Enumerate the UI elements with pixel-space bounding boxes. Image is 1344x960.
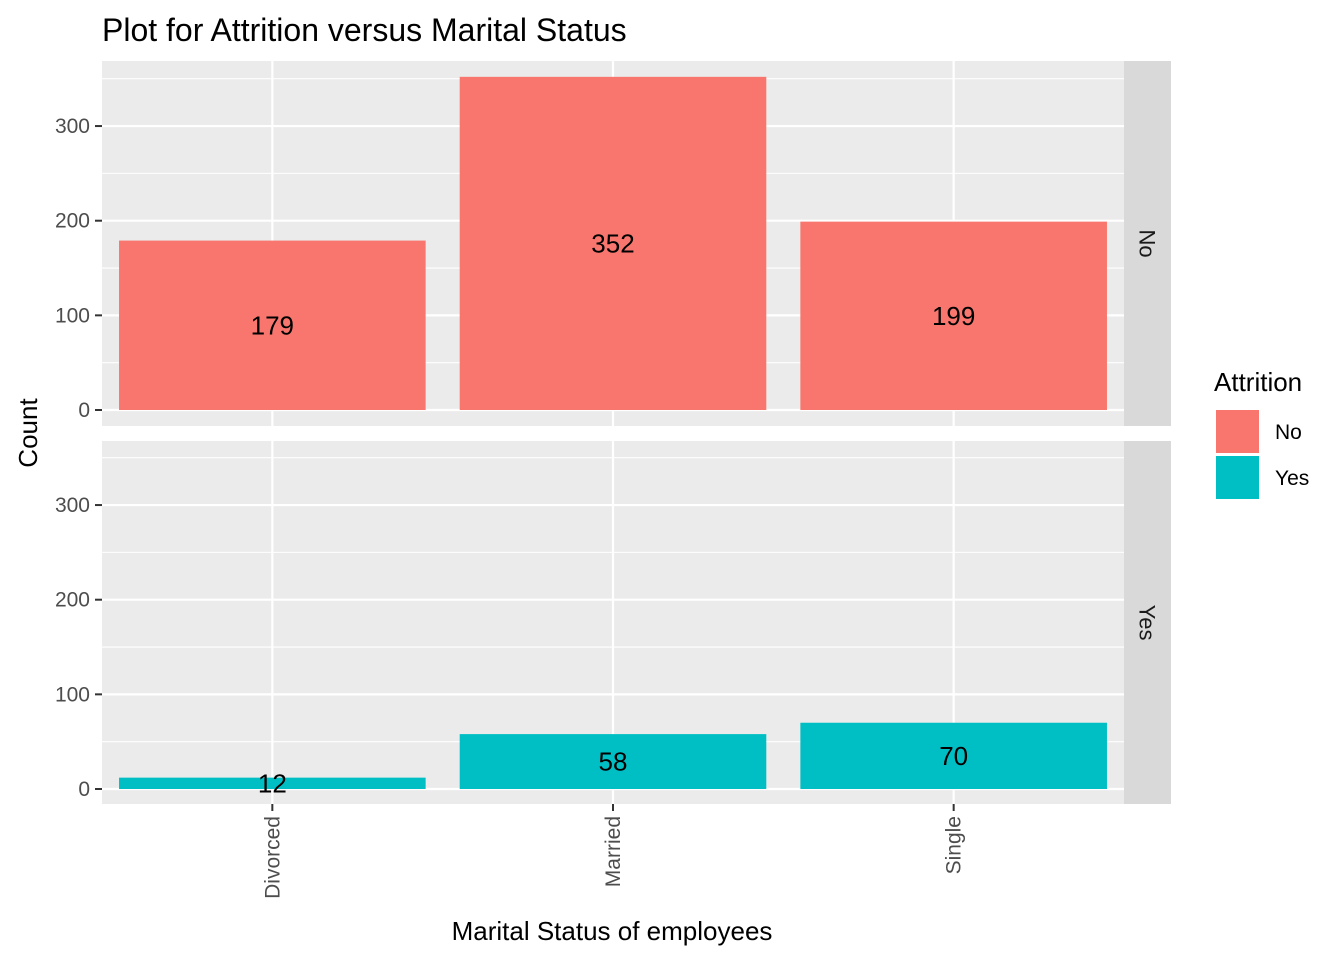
bar-value-label: 70 (939, 741, 968, 771)
x-tick-label-single: Single (943, 816, 966, 874)
facet-strip (1124, 61, 1171, 426)
y-tick-label: 300 (55, 115, 90, 138)
bar-value-label: 58 (599, 747, 628, 777)
legend: Attrition No Yes (1214, 367, 1309, 499)
facet-strip-label: No (1135, 229, 1160, 257)
bar-value-label: 12 (258, 768, 287, 798)
bar-value-label: 199 (932, 301, 975, 331)
legend-label-yes: Yes (1275, 467, 1309, 490)
facet-panel-yes: 0 100 200 300 12 58 70 Yes (55, 441, 1171, 804)
bar-single-no (800, 221, 1107, 410)
facet-strip (1124, 441, 1171, 804)
x-axis-ticks: Divorced Married Single (261, 804, 966, 899)
y-tick-label: 100 (55, 304, 90, 327)
chart-title: Plot for Attrition versus Marital Status (102, 12, 627, 48)
y-axis-title-group: Count (13, 398, 43, 468)
legend-swatch-no (1216, 410, 1259, 453)
legend-swatch-yes (1216, 456, 1259, 499)
bar-divorced-no (119, 240, 426, 410)
bar-married-no (459, 76, 767, 410)
legend-label-no: No (1275, 421, 1302, 444)
y-tick-label: 100 (55, 683, 90, 706)
y-axis-title: Count (13, 398, 43, 468)
facet-strip-label: Yes (1135, 605, 1160, 641)
legend-title: Attrition (1214, 367, 1302, 397)
facet-panels: 0 100 200 300 179 352 199 No 0 100 200 300 12 58 70 Yes (55, 61, 1171, 804)
bar-divorced-yes (119, 777, 426, 789)
bar-value-label: 352 (591, 228, 634, 258)
facet-panel-no: 0 100 200 300 179 352 199 No (55, 61, 1171, 426)
bar-married-yes (459, 734, 767, 789)
bar-value-label: 179 (251, 310, 294, 340)
y-tick-label: 0 (78, 399, 90, 422)
y-tick-label: 300 (55, 494, 90, 517)
x-axis-title: Marital Status of employees (452, 916, 773, 946)
y-tick-label: 200 (55, 210, 90, 233)
x-tick-label-married: Married (602, 816, 625, 887)
y-tick-label: 0 (78, 778, 90, 801)
bar-single-yes (800, 722, 1107, 789)
x-tick-label-divorced: Divorced (261, 816, 284, 899)
y-tick-label: 200 (55, 589, 90, 612)
